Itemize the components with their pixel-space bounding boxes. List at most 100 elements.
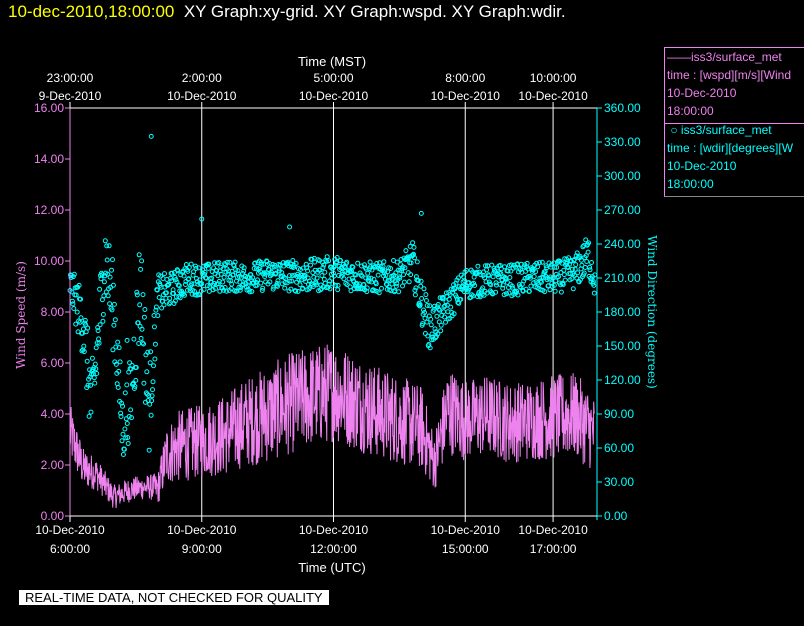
wind-direction-point: [95, 328, 101, 334]
wind-direction-point: [464, 268, 469, 273]
wind-direction-point: [137, 302, 143, 308]
wind-direction-point: [539, 259, 545, 265]
wind-direction-point: [122, 390, 128, 396]
wind-direction-point: [232, 259, 238, 265]
wind-direction-point: [394, 259, 400, 265]
wind-direction-point: [106, 243, 112, 249]
wind-direction-point: [133, 365, 139, 370]
wind-direction-point: [131, 386, 137, 391]
wind-direction-point: [253, 279, 259, 285]
wind-direction-point: [375, 272, 381, 278]
wind-direction-point: [100, 312, 106, 317]
wind-direction-point: [324, 254, 330, 260]
wind-direction-point: [574, 250, 580, 256]
wind-direction-point: [146, 393, 152, 398]
wind-direction-point: [230, 272, 236, 278]
wind-direction-point: [95, 325, 101, 330]
wind-direction-point: [193, 266, 199, 271]
wind-direction-point: [327, 286, 333, 292]
wind-direction-point: [181, 273, 187, 279]
wind-direction-point: [117, 359, 123, 365]
wind-direction-point: [196, 292, 202, 298]
left-tick-label: 16.00: [34, 101, 64, 115]
right-tick-label: 150.00: [604, 339, 641, 353]
wind-direction-point: [189, 281, 195, 287]
wind-direction-point: [254, 282, 260, 288]
wind-direction-point: [91, 375, 97, 381]
wind-direction-point: [216, 278, 222, 284]
wind-direction-point: [453, 294, 459, 300]
wind-direction-point: [92, 361, 98, 367]
wind-direction-point: [96, 340, 102, 346]
wind-direction-point: [526, 288, 532, 294]
wind-direction-point: [259, 261, 265, 267]
left-tick-label: 0.00: [41, 509, 65, 523]
left-tick-label: 2.00: [41, 458, 65, 472]
wind-direction-point: [162, 271, 167, 277]
wind-direction-point: [78, 296, 83, 302]
wind-direction-point: [366, 275, 372, 281]
wind-direction-point: [353, 272, 359, 278]
wind-direction-point: [579, 262, 585, 268]
wind-direction-point: [183, 282, 188, 287]
wind-direction-point: [379, 285, 384, 291]
bottom-tick-time: 9:00:00: [182, 542, 222, 556]
legend-wdir-date: 10-Dec-2010: [667, 159, 737, 173]
wind-direction-point: [113, 344, 119, 350]
wind-direction-point: [188, 261, 194, 267]
wind-direction-point: [112, 317, 118, 323]
right-tick-label: 120.00: [604, 373, 641, 387]
wind-direction-point: [412, 292, 418, 298]
wind-direction-point: [554, 264, 560, 270]
top-tick-time: 2:00:00: [182, 71, 222, 85]
wind-direction-point: [572, 266, 578, 272]
wind-direction-point: [420, 321, 426, 327]
wind-direction-point: [124, 337, 130, 343]
wind-direction-point: [449, 310, 455, 315]
bottom-tick-date: 10-Dec-2010: [299, 523, 369, 537]
wind-direction-point: [89, 355, 95, 361]
wind-direction-point: [433, 334, 439, 339]
wind-direction-point: [408, 272, 414, 278]
wind-direction-point: [77, 319, 83, 325]
wind-direction-point: [412, 255, 417, 261]
wind-direction-point: [103, 289, 109, 295]
wind-direction-point: [415, 278, 421, 284]
wind-direction-point: [160, 276, 166, 281]
wind-direction-series: [67, 133, 598, 457]
wind-direction-point: [293, 288, 299, 294]
bottom-tick-date: 10-Dec-2010: [431, 523, 501, 537]
wind-direction-point: [474, 294, 480, 299]
wind-direction-point: [393, 283, 399, 289]
wind-direction-point: [141, 341, 146, 347]
top-tick-time: 8:00:00: [445, 71, 485, 85]
wind-direction-point: [105, 293, 111, 299]
wind-direction-point: [443, 319, 448, 325]
wind-direction-point: [427, 303, 433, 309]
wind-direction-point: [364, 285, 370, 291]
wind-direction-point: [422, 310, 427, 315]
wind-direction-point: [273, 270, 279, 276]
wind-direction-point: [289, 278, 295, 284]
wind-direction-point: [250, 275, 256, 281]
wind-direction-point: [287, 278, 293, 284]
wind-direction-point: [124, 421, 130, 426]
wind-direction-point: [107, 274, 113, 280]
wind-direction-point: [521, 264, 527, 270]
wind-direction-point: [569, 276, 575, 282]
wind-direction-point: [139, 326, 145, 332]
wind-direction-point: [71, 306, 77, 311]
wind-direction-point: [151, 324, 157, 330]
wind-direction-point: [380, 263, 386, 269]
wind-direction-point: [290, 258, 296, 263]
wind-direction-point: [582, 265, 588, 270]
wind-direction-point: [97, 322, 103, 328]
wind-direction-point: [169, 278, 175, 284]
wind-direction-point: [145, 349, 151, 355]
wind-direction-point: [110, 257, 115, 263]
wind-direction-point: [155, 313, 161, 319]
wind-direction-point: [274, 280, 280, 286]
wind-direction-point: [435, 302, 441, 307]
wind-direction-point: [216, 260, 222, 266]
wind-direction-point: [141, 314, 147, 320]
